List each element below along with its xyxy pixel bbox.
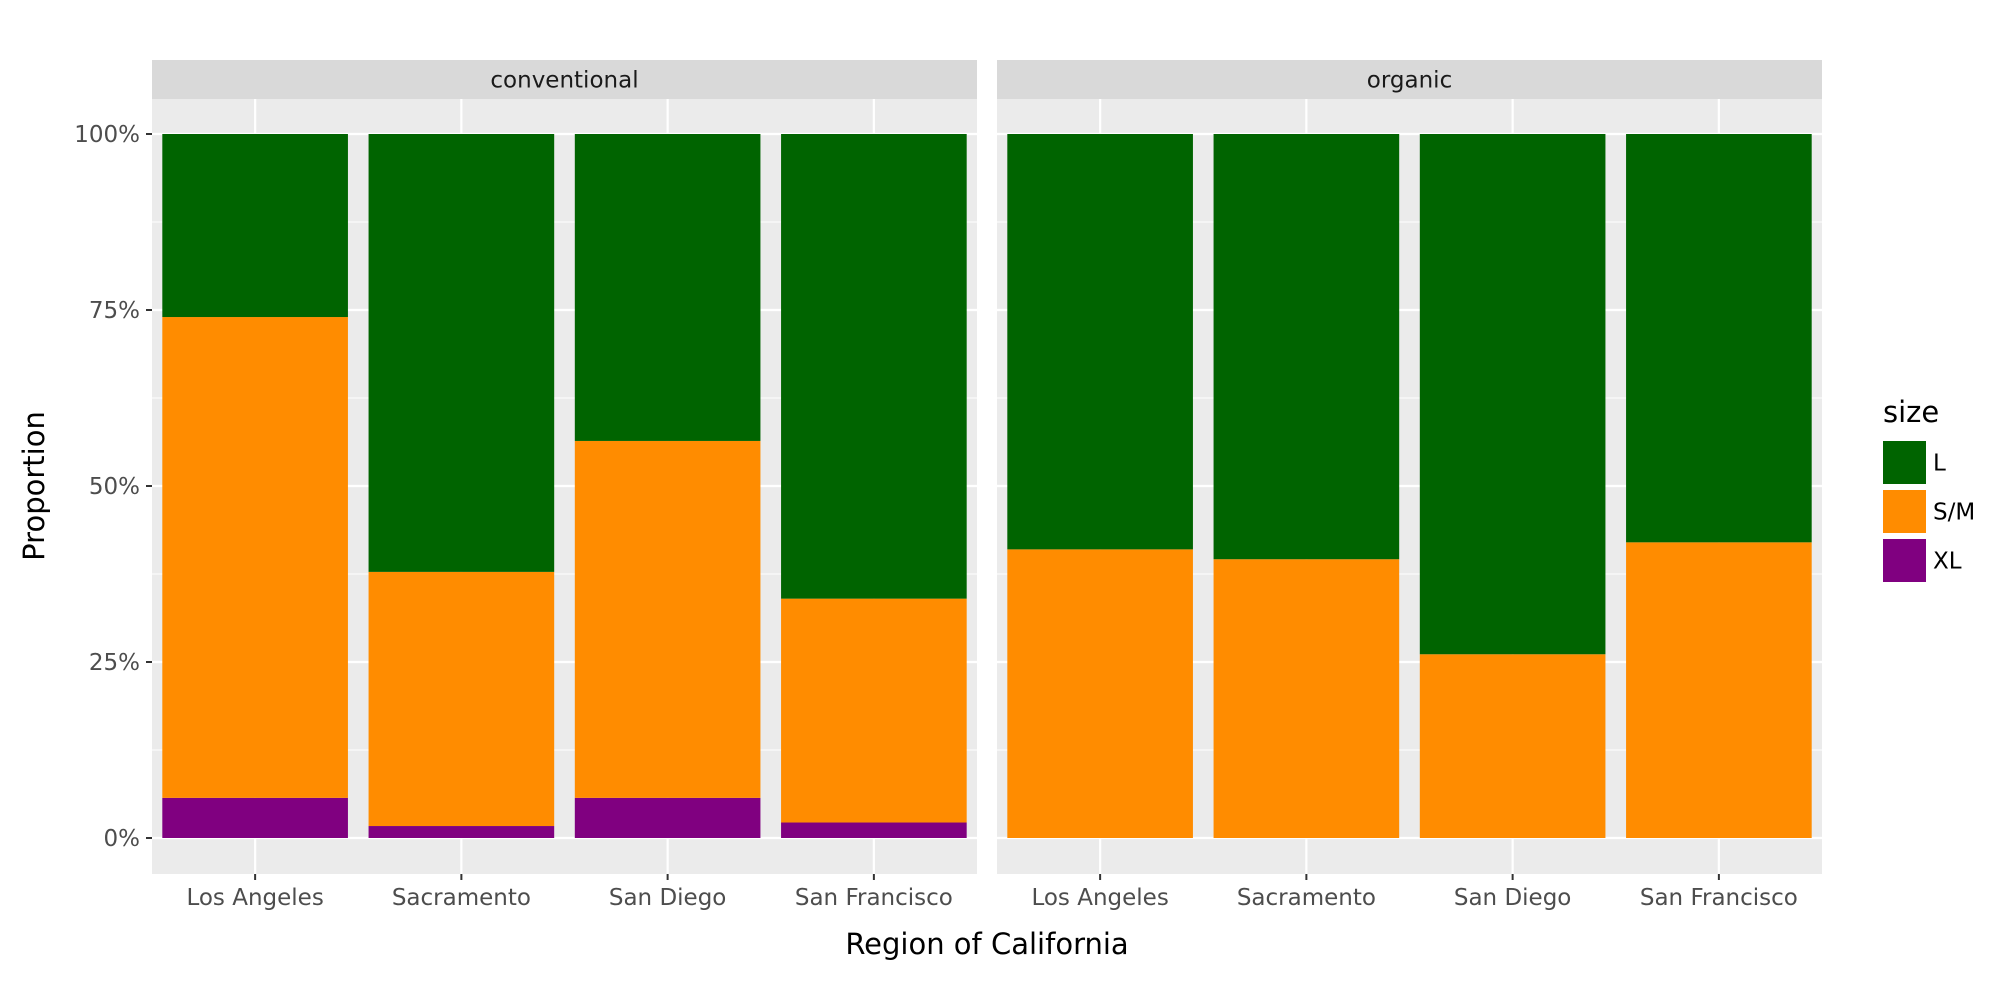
facet-strip-label: conventional — [490, 68, 638, 94]
bar-sm-los-angeles — [162, 317, 348, 798]
facet-organic: organic — [997, 60, 1822, 874]
x-axis-title: Region of California — [845, 927, 1128, 961]
bar-l-sacramento — [368, 134, 555, 572]
legend-label: XL — [1933, 549, 1962, 575]
bar-sm-los-angeles — [1007, 549, 1193, 838]
x-tick-label: San Diego — [1454, 885, 1572, 911]
x-tick-label: Sacramento — [1237, 885, 1376, 911]
bar-xl-san-diego — [574, 797, 761, 838]
bar-sm-sacramento — [368, 571, 555, 827]
y-tick-label: 25% — [89, 650, 140, 676]
facet-panels: conventional organic — [152, 60, 1822, 874]
bar-l-los-angeles — [1007, 134, 1193, 550]
bar-sm-san-diego — [1419, 654, 1606, 838]
bar-sm-san-francisco — [1626, 542, 1812, 838]
facet-strip-label: organic — [1367, 68, 1452, 94]
legend-label: L — [1933, 451, 1946, 477]
x-tick-label: Los Angeles — [1031, 885, 1168, 911]
bar-sm-sacramento — [1213, 559, 1400, 838]
bar-xl-san-francisco — [781, 822, 967, 838]
legend-title: size — [1883, 395, 1939, 429]
bar-sm-san-francisco — [781, 598, 967, 823]
y-axis: 0% 25% 50% 75% 100% — [74, 122, 152, 852]
legend-key-sm — [1883, 490, 1926, 533]
legend: size L S/M XL — [1883, 395, 1975, 582]
bar-xl-sacramento — [368, 826, 555, 838]
y-tick-label: 50% — [89, 474, 140, 500]
y-tick-label: 0% — [104, 826, 141, 852]
x-tick-label: San Diego — [609, 885, 727, 911]
legend-key-xl — [1883, 539, 1926, 582]
bar-sm-san-diego — [574, 440, 761, 798]
x-axes: Los Angeles Sacramento San Diego San Franci… — [186, 874, 1798, 911]
facet-strip — [997, 60, 1822, 99]
bar-l-san-francisco — [1626, 134, 1812, 543]
x-tick-label: San Francisco — [795, 885, 953, 911]
y-tick-label: 100% — [74, 122, 140, 148]
bar-l-san-diego — [574, 134, 761, 441]
bar-xl-los-angeles — [162, 797, 348, 838]
x-tick-label: Sacramento — [392, 885, 531, 911]
legend-label: S/M — [1933, 500, 1975, 526]
bar-l-los-angeles — [162, 134, 348, 318]
facet-strip — [152, 60, 977, 99]
bar-l-san-francisco — [781, 134, 967, 599]
bar-l-sacramento — [1213, 134, 1400, 560]
bar-l-san-diego — [1419, 134, 1606, 655]
facet-conventional: conventional — [152, 60, 977, 874]
y-tick-label: 75% — [89, 298, 140, 324]
x-tick-label: San Francisco — [1640, 885, 1798, 911]
legend-key-l — [1883, 441, 1926, 484]
y-axis-title: Proportion — [17, 411, 51, 561]
x-tick-label: Los Angeles — [186, 885, 323, 911]
